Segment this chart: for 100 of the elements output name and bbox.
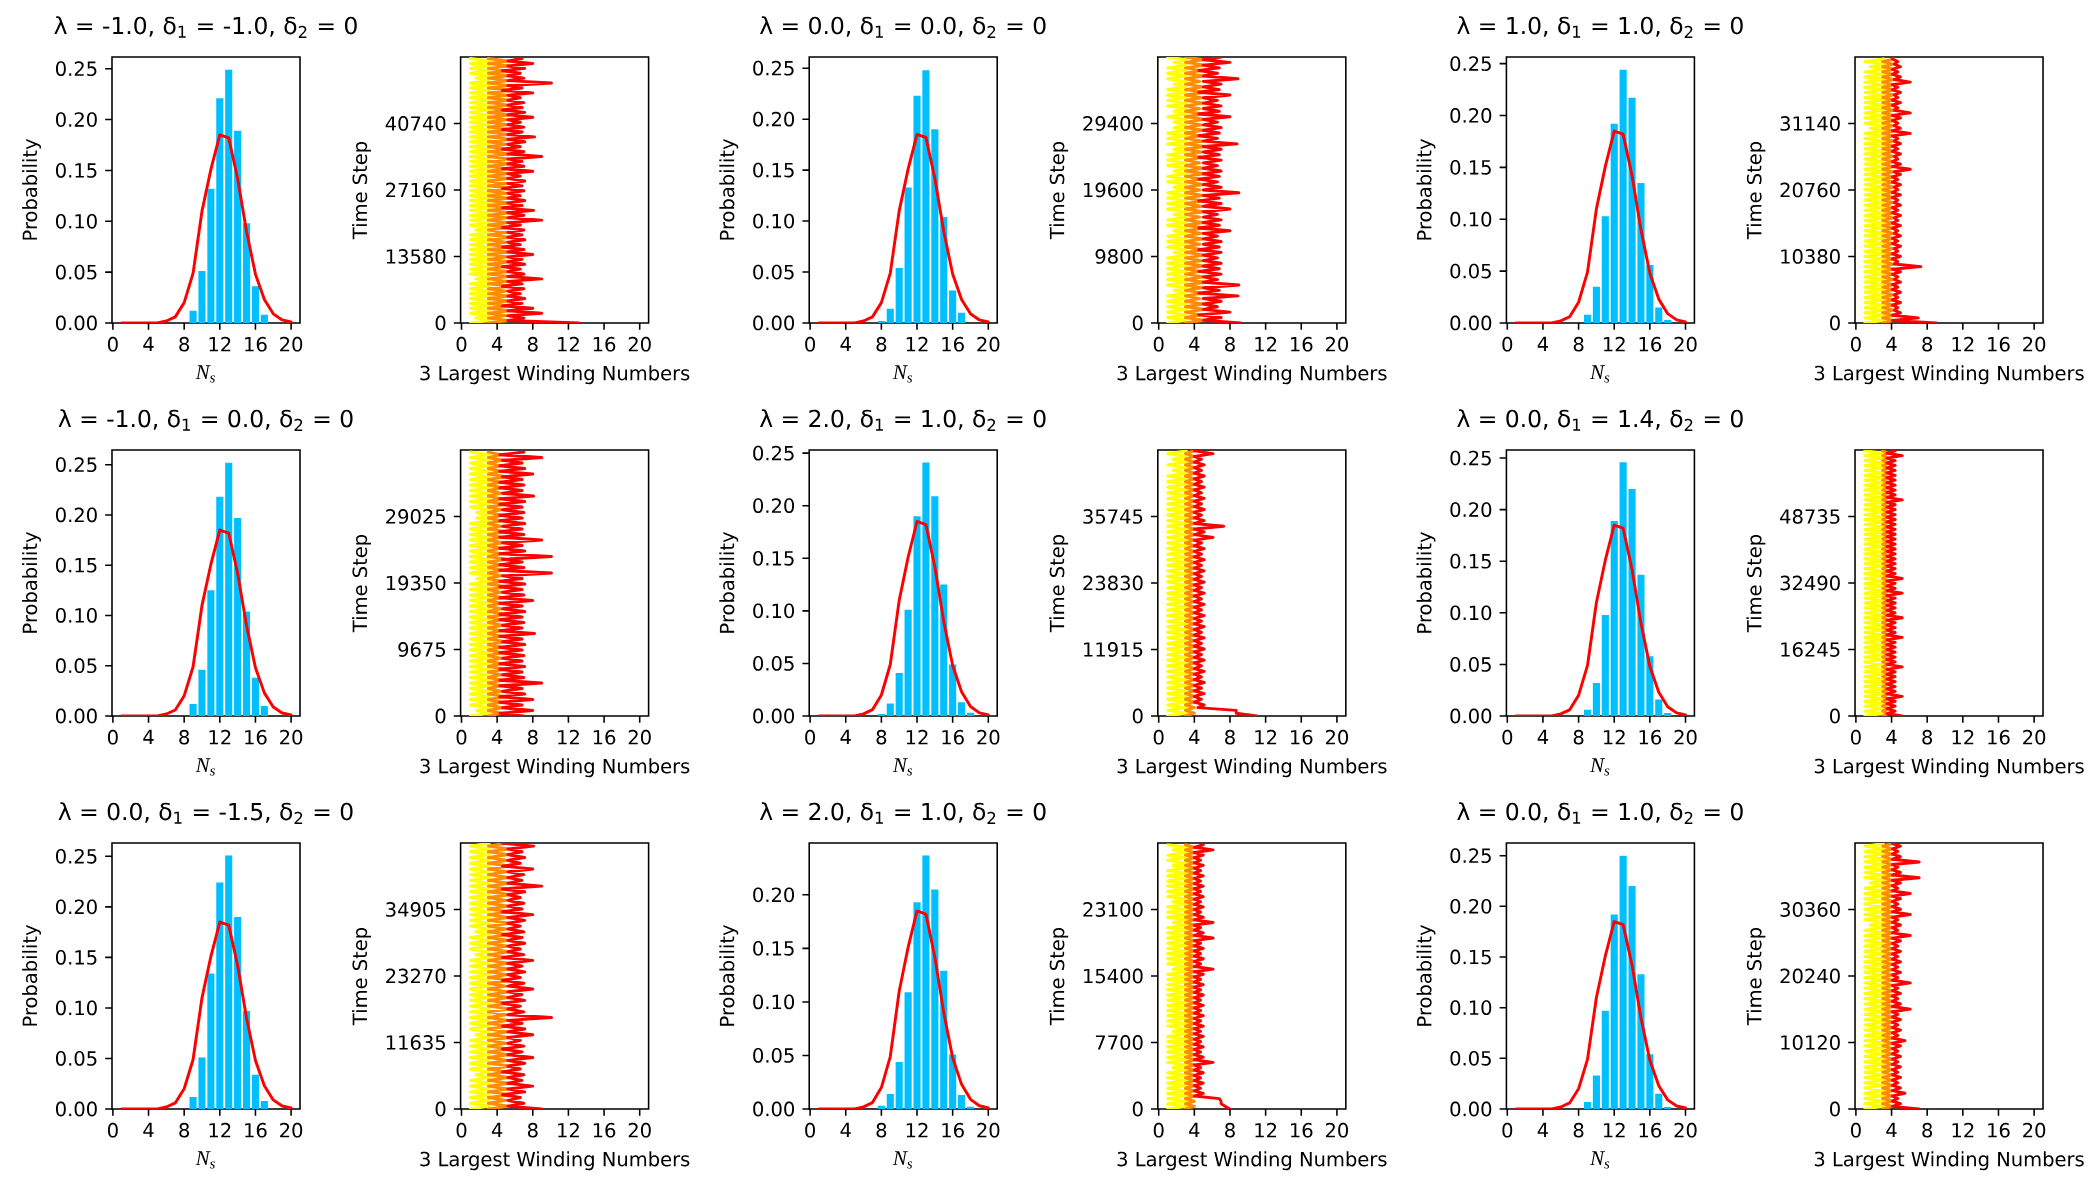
line-series xyxy=(1863,449,1885,716)
line-series xyxy=(1890,843,1921,1109)
bar xyxy=(886,308,894,323)
bar xyxy=(216,496,224,716)
x-tick-label: 4 xyxy=(1537,729,1549,745)
x-tick-label: 8 xyxy=(1922,1122,1933,1138)
x-tick-label: 16 xyxy=(942,1122,964,1138)
y-tick-label: 19350 xyxy=(386,575,446,591)
y-axis-title: Time Step xyxy=(1746,141,1766,240)
x-tick-label: 20 xyxy=(2023,729,2046,745)
chart-title: λ = 0.0, δ$_{1}$ = -1.5, δ$_{2}$ = 0 xyxy=(58,802,353,824)
y-axis-title: Time Step xyxy=(1746,927,1766,1026)
x-tick-label: 16 xyxy=(1290,1122,1313,1138)
bar xyxy=(958,312,966,323)
bar xyxy=(1592,682,1600,716)
y-tick-label: 0.25 xyxy=(753,445,794,461)
line-series xyxy=(468,57,491,323)
x-tick-label: 0 xyxy=(107,729,118,745)
x-tick-label: 16 xyxy=(1639,1122,1662,1138)
x-tick-label: 0 xyxy=(1153,1122,1164,1138)
x-axis-title: N$_{s}$ xyxy=(195,1151,215,1169)
x-tick-label: 16 xyxy=(1988,729,2010,745)
y-tick-label: 0.15 xyxy=(1450,949,1491,965)
y-tick-label: 11635 xyxy=(386,1035,446,1050)
x-tick-label: 16 xyxy=(1290,729,1313,745)
x-tick-label: 0 xyxy=(805,336,815,352)
y-tick-label: 0.00 xyxy=(753,708,795,724)
chart-title: λ = 2.0, δ$_{1}$ = 1.0, δ$_{2}$ = 0 xyxy=(759,409,1046,431)
y-tick-label: 0.25 xyxy=(1450,848,1491,864)
y-axis-title: Probability xyxy=(1416,138,1436,240)
x-tick-label: 8 xyxy=(876,1122,887,1138)
bar xyxy=(1601,216,1609,323)
y-tick-label: 0.25 xyxy=(56,848,97,864)
x-tick-label: 12 xyxy=(1255,1122,1277,1138)
bar xyxy=(886,703,894,716)
x-tick-label: 0 xyxy=(456,729,467,745)
x-tick-label: 20 xyxy=(1674,1122,1697,1138)
x-axis-title: 3 Largest Winding Numbers xyxy=(1117,758,1387,778)
line-series xyxy=(501,842,553,1109)
bar xyxy=(234,130,242,323)
y-tick-label: 0.05 xyxy=(753,656,794,671)
y-tick-label: 0.10 xyxy=(753,603,795,619)
y-tick-label: 0.25 xyxy=(56,61,97,77)
bar xyxy=(1592,1075,1600,1109)
x-tick-label: 12 xyxy=(1603,1122,1625,1138)
y-tick-label: 16245 xyxy=(1781,642,1840,657)
y-tick-label: 0.15 xyxy=(1450,159,1491,175)
x-axis-title: N$_{s}$ xyxy=(892,365,913,383)
line-series xyxy=(1197,56,1243,323)
x-tick-label: 0 xyxy=(1850,1122,1861,1138)
y-axis-title: Time Step xyxy=(352,927,371,1026)
y-axis-title: Probability xyxy=(22,924,41,1026)
x-tick-label: 20 xyxy=(1325,729,1348,745)
y-tick-label: 0.10 xyxy=(56,213,97,229)
y-tick-label: 29025 xyxy=(386,509,446,524)
x-tick-label: 8 xyxy=(179,336,190,352)
x-tick-label: 12 xyxy=(1255,336,1277,352)
x-tick-label: 20 xyxy=(977,1122,1000,1138)
y-tick-label: 0.20 xyxy=(753,887,795,903)
x-tick-label: 8 xyxy=(527,1122,538,1138)
y-tick-label: 35745 xyxy=(1083,509,1143,524)
x-axis-title: N$_{s}$ xyxy=(1589,1151,1610,1169)
y-tick-label: 40740 xyxy=(385,116,446,131)
chart-title: λ = -1.0, δ$_{1}$ = 0.0, δ$_{2}$ = 0 xyxy=(58,409,353,431)
y-tick-label: 0 xyxy=(1132,708,1143,724)
bar xyxy=(251,677,260,716)
y-tick-label: 29400 xyxy=(1083,116,1143,131)
y-axis-title: Time Step xyxy=(1049,927,1069,1026)
line-series xyxy=(1863,57,1885,323)
x-tick-label: 0 xyxy=(1153,729,1164,745)
bar xyxy=(1583,314,1592,323)
x-tick-label: 20 xyxy=(1325,1122,1348,1138)
y-tick-label: 0.05 xyxy=(753,1048,794,1063)
y-tick-label: 0.25 xyxy=(1450,56,1491,72)
x-tick-label: 20 xyxy=(628,729,651,745)
y-tick-label: 0.15 xyxy=(753,162,794,178)
bar xyxy=(1583,709,1592,716)
bar xyxy=(1610,123,1618,323)
y-tick-label: 0.10 xyxy=(1450,211,1492,227)
y-axis-title: Time Step xyxy=(352,534,371,633)
x-tick-label: 4 xyxy=(1537,336,1549,352)
x-tick-label: 12 xyxy=(209,1122,231,1138)
x-tick-label: 4 xyxy=(840,1122,851,1138)
y-tick-label: 9675 xyxy=(398,642,446,657)
bar xyxy=(877,1105,885,1109)
y-tick-label: 0 xyxy=(435,708,446,724)
x-tick-label: 8 xyxy=(876,729,887,745)
x-tick-label: 12 xyxy=(1952,336,1974,352)
y-tick-label: 0.15 xyxy=(753,940,794,956)
x-tick-label: 20 xyxy=(1674,729,1697,745)
x-tick-label: 20 xyxy=(1325,336,1348,352)
x-tick-label: 4 xyxy=(143,1122,154,1138)
y-tick-label: 0.20 xyxy=(1450,898,1492,914)
y-tick-label: 0 xyxy=(1830,708,1840,724)
x-tick-label: 12 xyxy=(1603,336,1625,352)
y-tick-label: 0.05 xyxy=(56,1051,97,1066)
y-axis-title: Probability xyxy=(1416,924,1436,1026)
x-tick-label: 4 xyxy=(491,1122,503,1138)
x-tick-label: 16 xyxy=(1290,336,1313,352)
line-series xyxy=(1166,843,1188,1109)
